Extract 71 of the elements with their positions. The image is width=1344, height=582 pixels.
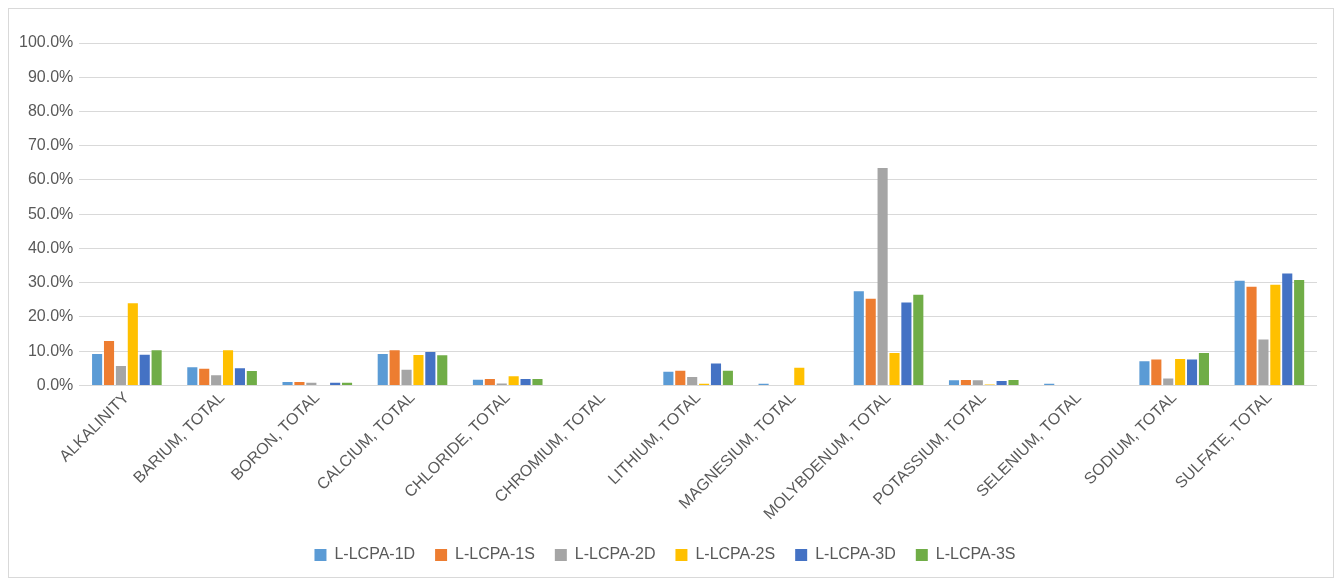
bar <box>234 368 245 385</box>
bar <box>1258 339 1269 385</box>
legend-label: L-LCPA-2S <box>695 545 776 563</box>
y-tick-label: 70.0% <box>27 136 74 154</box>
bar <box>425 351 436 385</box>
bar <box>520 378 531 385</box>
bar <box>901 302 912 385</box>
bar <box>127 303 138 385</box>
bar <box>115 365 126 385</box>
bar <box>199 368 210 385</box>
bar <box>948 380 960 385</box>
bar <box>532 378 543 385</box>
bar <box>889 352 900 385</box>
bar <box>413 354 424 385</box>
legend-label: L-LCPA-2D <box>574 545 656 563</box>
bar <box>675 370 686 385</box>
bar <box>187 367 198 385</box>
bar <box>972 380 983 385</box>
bar <box>139 354 150 385</box>
bar <box>151 350 162 385</box>
bar <box>1175 359 1186 385</box>
bar <box>484 378 495 385</box>
bar <box>663 371 674 385</box>
legend-label: L-LCPA-1S <box>455 545 535 563</box>
y-tick-label: 100.0% <box>19 33 74 51</box>
bar <box>877 168 888 385</box>
bar <box>1270 284 1281 385</box>
bar <box>1139 361 1150 385</box>
bar <box>294 382 305 385</box>
bar <box>282 382 293 385</box>
bar <box>722 370 733 385</box>
bar <box>794 367 805 385</box>
bar <box>92 353 103 385</box>
legend-label: L-LCPA-3S <box>935 545 1016 563</box>
bar <box>1282 273 1293 385</box>
bar <box>1294 279 1305 385</box>
legend-label: L-LCPA-1D <box>334 545 416 563</box>
bar <box>389 350 400 385</box>
legend-label: L-LCPA-3D <box>815 545 896 563</box>
bar <box>246 371 257 385</box>
bar <box>1163 378 1174 385</box>
y-tick-label: 60.0% <box>27 170 74 188</box>
bar <box>1008 379 1019 385</box>
bar <box>960 379 971 385</box>
bar <box>103 340 115 385</box>
y-tick-label: 80.0% <box>27 101 74 119</box>
y-tick-label: 40.0% <box>27 238 74 256</box>
bar <box>377 353 388 385</box>
bar <box>913 294 924 385</box>
bar <box>710 363 722 385</box>
y-tick-label: 50.0% <box>27 204 74 222</box>
bar <box>1151 359 1162 385</box>
bar <box>687 376 698 385</box>
bar <box>1186 359 1198 385</box>
bar <box>853 291 864 385</box>
bar <box>508 376 519 385</box>
bar <box>1198 352 1209 385</box>
y-tick-label: 10.0% <box>27 341 74 359</box>
y-tick-label: 20.0% <box>27 307 74 325</box>
bar <box>222 350 234 385</box>
y-tick-label: 0.0% <box>36 375 74 393</box>
bar <box>1246 286 1257 385</box>
bar <box>401 369 412 385</box>
bar <box>211 375 222 385</box>
bar <box>437 355 448 385</box>
y-tick-label: 30.0% <box>27 273 74 291</box>
bar <box>996 381 1007 385</box>
bar <box>865 298 876 385</box>
bar <box>1234 280 1245 385</box>
bar <box>472 379 484 385</box>
y-tick-label: 90.0% <box>27 67 74 85</box>
